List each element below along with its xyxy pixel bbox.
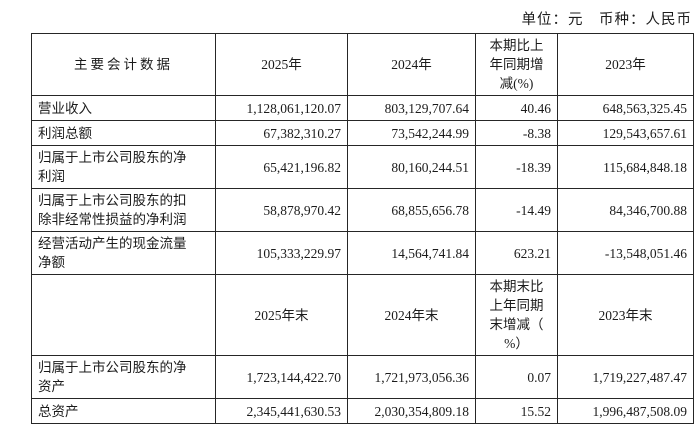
- value-change: 0.07: [475, 355, 558, 399]
- value-2024: 73,542,244.99: [347, 120, 476, 146]
- value-2023: -13,548,051.46: [557, 231, 694, 275]
- value-2024: 1,721,973,056.36: [347, 355, 476, 399]
- row-label: 营业收入: [31, 95, 216, 121]
- value-2025: 1,723,144,422.70: [215, 355, 348, 399]
- value-change: 623.21: [475, 231, 558, 275]
- row-label: 利润总额: [31, 120, 216, 146]
- value-change: 40.46: [475, 95, 558, 121]
- table-row-net-profit: 归属于上市公司股东的净 利润 65,421,196.82 80,160,244.…: [31, 145, 694, 189]
- value-2023: 115,684,848.18: [557, 145, 694, 189]
- header-year-2023: 2023年: [557, 33, 694, 96]
- header-metric-label-empty: [31, 274, 216, 356]
- value-2025: 2,345,441,630.53: [215, 398, 348, 424]
- header-year-2025: 2025年: [215, 33, 348, 96]
- unit-currency-note: 单位：元 币种：人民币: [521, 12, 692, 28]
- value-2023: 84,346,700.88: [557, 188, 694, 232]
- table-row-revenue: 营业收入 1,128,061,120.07 803,129,707.64 40.…: [31, 95, 694, 121]
- header-year-end-2023: 2023年末: [557, 274, 694, 356]
- row-label: 归属于上市公司股东的扣 除非经常性损益的净利润: [31, 188, 216, 232]
- row-label: 归属于上市公司股东的净 资产: [31, 355, 216, 399]
- value-2024: 80,160,244.51: [347, 145, 476, 189]
- table-row-total-profit: 利润总额 67,382,310.27 73,542,244.99 -8.38 1…: [31, 120, 694, 146]
- value-change: -8.38: [475, 120, 558, 146]
- header-metric-label: 主要会计数据: [31, 33, 216, 96]
- table-header-period: 主要会计数据 2025年 2024年 本期比上 年同期增 减(%) 2023年: [31, 33, 694, 96]
- header-change-pct: 本期比上 年同期增 减(%): [475, 33, 558, 96]
- value-2023: 1,996,487,508.09: [557, 398, 694, 424]
- value-2024: 14,564,741.84: [347, 231, 476, 275]
- header-end-change-pct: 本期末比 上年同期 末增减（ %）: [475, 274, 558, 356]
- table-row-total-assets: 总资产 2,345,441,630.53 2,030,354,809.18 15…: [31, 398, 694, 424]
- value-2024: 803,129,707.64: [347, 95, 476, 121]
- row-label: 总资产: [31, 398, 216, 424]
- value-2024: 2,030,354,809.18: [347, 398, 476, 424]
- row-label: 归属于上市公司股东的净 利润: [31, 145, 216, 189]
- value-2025: 1,128,061,120.07: [215, 95, 348, 121]
- table-row-net-profit-excl-nonrecurring: 归属于上市公司股东的扣 除非经常性损益的净利润 58,878,970.42 68…: [31, 188, 694, 232]
- value-2025: 65,421,196.82: [215, 145, 348, 189]
- value-2025: 58,878,970.42: [215, 188, 348, 232]
- value-2024: 68,855,656.78: [347, 188, 476, 232]
- table-row-net-assets: 归属于上市公司股东的净 资产 1,723,144,422.70 1,721,97…: [31, 355, 694, 399]
- value-2025: 67,382,310.27: [215, 120, 348, 146]
- header-year-end-2024: 2024年末: [347, 274, 476, 356]
- value-2025: 105,333,229.97: [215, 231, 348, 275]
- table-row-operating-cash-flow: 经营活动产生的现金流量 净额 105,333,229.97 14,564,741…: [31, 231, 694, 275]
- value-2023: 648,563,325.45: [557, 95, 694, 121]
- value-change: 15.52: [475, 398, 558, 424]
- row-label: 经营活动产生的现金流量 净额: [31, 231, 216, 275]
- value-change: -14.49: [475, 188, 558, 232]
- value-2023: 1,719,227,487.47: [557, 355, 694, 399]
- value-change: -18.39: [475, 145, 558, 189]
- key-financials-table: 主要会计数据 2025年 2024年 本期比上 年同期增 减(%) 2023年 …: [31, 33, 694, 424]
- header-year-end-2025: 2025年末: [215, 274, 348, 356]
- header-year-2024: 2024年: [347, 33, 476, 96]
- table-header-period-end: 2025年末 2024年末 本期末比 上年同期 末增减（ %） 2023年末: [31, 274, 694, 356]
- value-2023: 129,543,657.61: [557, 120, 694, 146]
